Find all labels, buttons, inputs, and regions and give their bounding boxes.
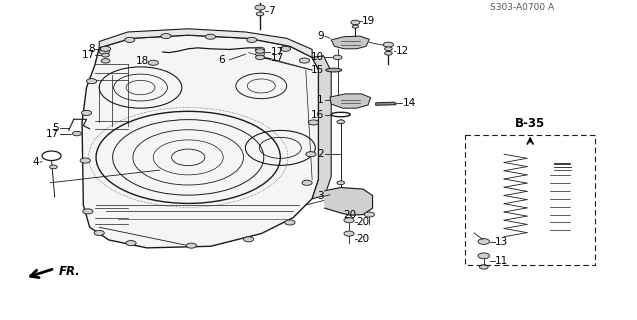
- Text: 16: 16: [310, 109, 324, 120]
- Circle shape: [205, 34, 215, 39]
- Text: 3: 3: [317, 191, 324, 201]
- Text: 17: 17: [82, 50, 95, 60]
- Text: 17: 17: [271, 47, 284, 57]
- Text: 10: 10: [310, 52, 324, 62]
- Circle shape: [478, 239, 489, 244]
- Text: S303-A0700 A: S303-A0700 A: [490, 3, 554, 12]
- Polygon shape: [376, 102, 396, 105]
- Circle shape: [73, 131, 82, 136]
- Polygon shape: [82, 35, 318, 248]
- Text: 19: 19: [362, 16, 375, 26]
- Text: FR.: FR.: [59, 265, 81, 277]
- Circle shape: [255, 55, 264, 60]
- Circle shape: [99, 49, 110, 54]
- Text: 20: 20: [357, 234, 369, 244]
- Polygon shape: [331, 36, 369, 49]
- Polygon shape: [99, 29, 312, 57]
- Circle shape: [80, 158, 90, 163]
- Text: 9: 9: [317, 31, 324, 41]
- Circle shape: [479, 265, 488, 269]
- Circle shape: [351, 20, 360, 25]
- Circle shape: [352, 25, 359, 28]
- Circle shape: [161, 34, 171, 39]
- Circle shape: [337, 181, 345, 185]
- Circle shape: [344, 231, 354, 236]
- Circle shape: [344, 218, 354, 223]
- Ellipse shape: [326, 68, 341, 72]
- Circle shape: [255, 5, 265, 10]
- Circle shape: [385, 47, 392, 51]
- Circle shape: [243, 237, 254, 242]
- Circle shape: [255, 47, 264, 52]
- Text: 14: 14: [403, 99, 416, 108]
- Circle shape: [94, 230, 104, 236]
- Text: 5: 5: [52, 123, 59, 133]
- Circle shape: [125, 37, 135, 43]
- Circle shape: [87, 79, 97, 84]
- Text: 8: 8: [88, 44, 95, 54]
- Circle shape: [102, 53, 110, 57]
- Circle shape: [186, 243, 196, 248]
- Text: 4: 4: [32, 157, 39, 167]
- Circle shape: [478, 253, 489, 259]
- Text: 20: 20: [343, 210, 357, 220]
- Circle shape: [337, 120, 345, 124]
- Circle shape: [302, 180, 312, 185]
- Text: 15: 15: [310, 65, 324, 75]
- Text: 12: 12: [396, 46, 410, 56]
- Text: 20: 20: [357, 218, 369, 228]
- Polygon shape: [330, 94, 371, 108]
- Circle shape: [256, 12, 264, 16]
- Circle shape: [255, 52, 264, 56]
- Polygon shape: [325, 188, 373, 215]
- Text: 18: 18: [136, 56, 149, 66]
- Circle shape: [306, 152, 316, 157]
- Circle shape: [308, 120, 318, 125]
- Circle shape: [285, 220, 295, 225]
- Circle shape: [255, 49, 264, 53]
- Circle shape: [385, 51, 392, 55]
- Circle shape: [383, 42, 394, 47]
- Text: 1: 1: [317, 95, 324, 105]
- Circle shape: [148, 60, 159, 65]
- Text: 6: 6: [218, 55, 225, 65]
- Text: 11: 11: [495, 256, 508, 266]
- Text: B-35: B-35: [515, 117, 545, 130]
- Circle shape: [101, 46, 111, 51]
- Text: 17: 17: [271, 53, 284, 63]
- Polygon shape: [312, 56, 331, 199]
- Text: 7: 7: [268, 6, 275, 16]
- Text: 17: 17: [46, 129, 59, 139]
- Circle shape: [126, 241, 136, 246]
- Circle shape: [247, 37, 257, 43]
- Circle shape: [101, 59, 110, 63]
- Circle shape: [333, 55, 342, 60]
- Text: 13: 13: [495, 236, 508, 246]
- Circle shape: [280, 46, 290, 51]
- Text: 2: 2: [317, 149, 324, 159]
- Circle shape: [83, 209, 93, 214]
- Circle shape: [50, 165, 57, 169]
- Circle shape: [364, 212, 375, 217]
- Circle shape: [299, 58, 310, 63]
- Circle shape: [82, 110, 92, 116]
